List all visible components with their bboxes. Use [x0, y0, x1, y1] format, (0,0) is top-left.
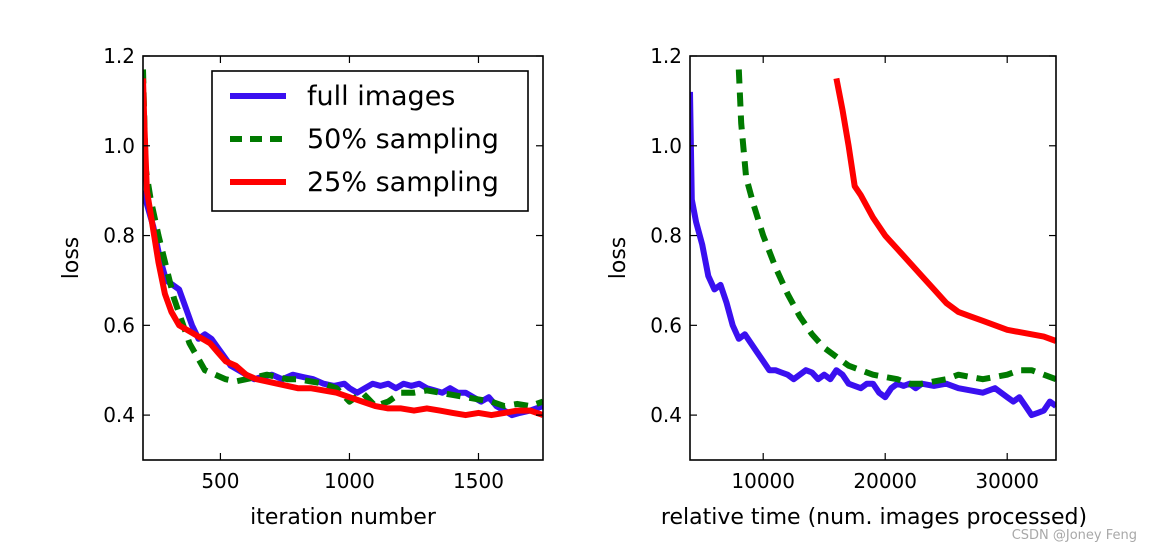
right-chart: 10000 20000 30000 0.4 0.6 0.8 1.0 1.2 relative … — [606, 44, 1087, 530]
left-chart: 500 1000 1500 0.4 0.6 0.8 1.0 1.2 iteration num… — [59, 44, 544, 530]
right-y-tick-label: 0.4 — [650, 403, 682, 427]
legend: full images 50% sampling 25% sampling — [211, 70, 529, 212]
right-y-axis-label: loss — [606, 237, 631, 280]
right-series-full-images — [690, 91, 1056, 419]
legend-label-full-images: full images — [307, 81, 455, 112]
left-y-axis-label: loss — [59, 237, 84, 280]
left-plot-frame — [142, 55, 544, 461]
legend-label-25-sampling: 25% sampling — [307, 167, 499, 198]
left-series-25-sampling — [143, 78, 543, 419]
right-y-tick-label: 1.2 — [650, 44, 682, 68]
left-y-tick-label: 1.0 — [103, 134, 135, 158]
left-y-tick-label: 0.4 — [103, 403, 135, 427]
left-x-axis-label: iteration number — [250, 505, 437, 530]
right-x-tick-label: 20000 — [853, 469, 917, 493]
right-x-axis-label: relative time (num. images processed) — [661, 505, 1087, 530]
right-axis-ticks: 10000 20000 30000 0.4 0.6 0.8 1.0 1.2 — [650, 44, 1056, 493]
right-plot-frame — [689, 55, 1057, 461]
left-series-full-images — [143, 189, 543, 419]
left-y-tick-label: 1.2 — [103, 44, 135, 68]
left-y-tick-label: 0.8 — [103, 224, 135, 248]
right-x-tick-label: 30000 — [975, 469, 1039, 493]
watermark: CSDN @Joney Feng — [1012, 528, 1137, 543]
right-series-25-sampling — [833, 77, 1056, 344]
left-y-tick-label: 0.6 — [103, 313, 135, 337]
left-x-tick-label: 500 — [201, 469, 239, 493]
right-x-tick-label: 10000 — [731, 469, 795, 493]
right-y-tick-label: 0.8 — [650, 224, 682, 248]
left-axis-ticks: 500 1000 1500 0.4 0.6 0.8 1.0 1.2 — [103, 44, 543, 493]
right-y-tick-label: 1.0 — [650, 134, 682, 158]
legend-label-50-sampling: 50% sampling — [307, 124, 499, 155]
left-x-tick-label: 1000 — [324, 469, 375, 493]
left-x-tick-label: 1500 — [453, 469, 504, 493]
right-y-tick-label: 0.6 — [650, 313, 682, 337]
right-series-lines — [690, 69, 1056, 419]
left-series-lines — [143, 69, 543, 419]
right-series-50-sampling — [735, 69, 1056, 387]
